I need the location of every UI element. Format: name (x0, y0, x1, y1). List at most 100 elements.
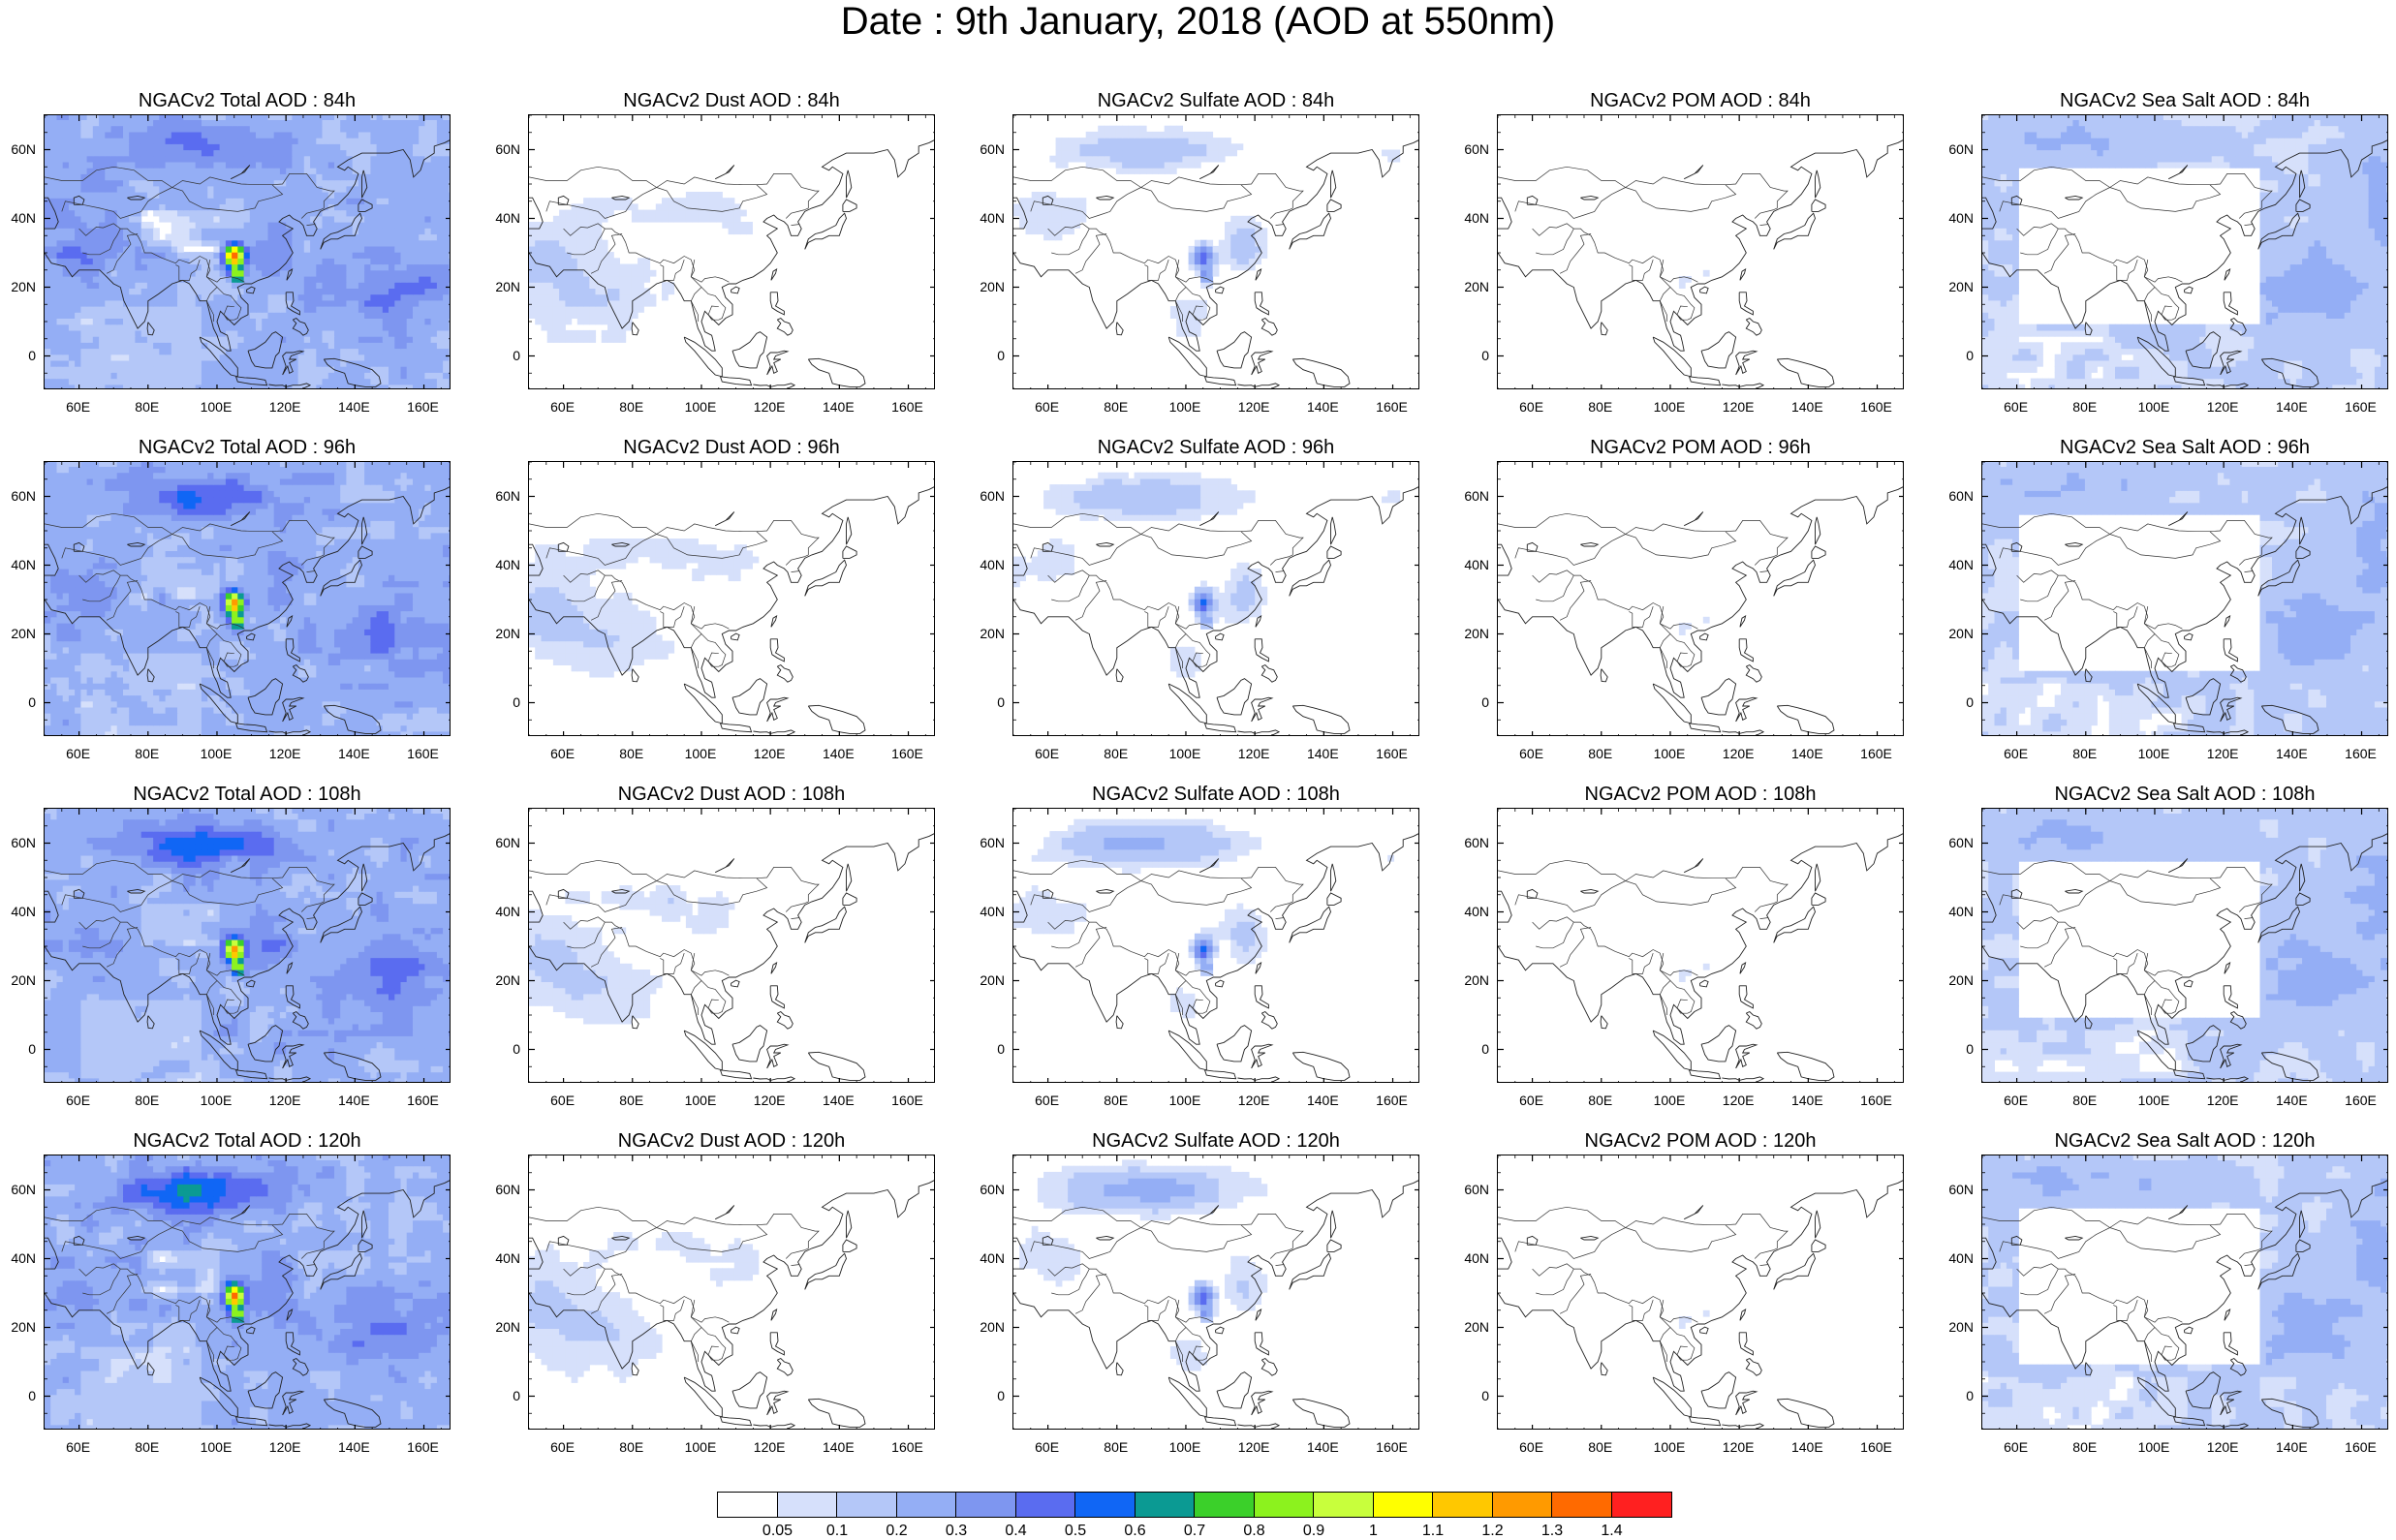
aod-cell (50, 222, 57, 229)
aod-cell (1206, 138, 1213, 144)
aod-cell (1116, 162, 1123, 169)
aod-cell (2326, 360, 2333, 367)
aod-cell (171, 294, 178, 301)
aod-cell (166, 168, 172, 174)
aod-cell (63, 150, 70, 157)
aod-cell (262, 312, 268, 319)
aod-cell (2345, 349, 2351, 355)
aod-cell (353, 132, 359, 139)
aod-cell (2326, 366, 2333, 373)
aod-cell (424, 342, 431, 349)
aod-cell (340, 138, 347, 144)
aod-cell (449, 342, 451, 349)
aod-cell (334, 385, 341, 389)
aod-cell (87, 132, 94, 139)
aod-cell (196, 349, 202, 355)
aod-cell (292, 270, 298, 277)
aod-cell (553, 264, 560, 271)
aod-cell (310, 132, 317, 139)
aod-cell (443, 246, 450, 253)
aod-cell (171, 354, 178, 361)
aod-cell (166, 330, 172, 337)
aod-cell (1213, 270, 1220, 277)
aod-cell (304, 234, 311, 241)
aod-cell (1237, 240, 1244, 247)
aod-cell (2375, 366, 2381, 373)
aod-cell (87, 366, 94, 373)
aod-cell (105, 186, 111, 193)
aod-cell (202, 312, 208, 319)
aod-cell (135, 258, 141, 264)
aod-cell (117, 132, 124, 139)
aod-cell (358, 288, 365, 294)
aod-cell (1176, 150, 1183, 157)
aod-cell (424, 203, 431, 210)
aod-cell (268, 379, 275, 385)
aod-cell (1128, 143, 1135, 150)
aod-cell (334, 360, 341, 367)
aod-cell (602, 288, 608, 294)
aod-cell (75, 372, 81, 379)
aod-cell (401, 360, 408, 367)
aod-cell (602, 264, 608, 271)
aod-cell (298, 264, 305, 271)
aod-cell (394, 192, 401, 199)
aod-cell (63, 312, 70, 319)
aod-cell (2296, 349, 2303, 355)
aod-cell (50, 168, 57, 174)
aod-cell (75, 126, 81, 133)
aod-cell (226, 143, 233, 150)
aod-cell (1230, 150, 1237, 157)
aod-cell (698, 198, 704, 204)
aod-cell (226, 360, 233, 367)
aod-cell (323, 138, 329, 144)
lon-tick-label: 60E (66, 399, 90, 415)
aod-cell (2369, 379, 2376, 385)
aod-cell (274, 294, 281, 301)
aod-cell (147, 366, 154, 373)
aod-cell (1068, 216, 1074, 223)
aod-cell (437, 119, 444, 126)
aod-cell (1098, 143, 1105, 150)
aod-cell (177, 270, 184, 277)
aod-cell (280, 138, 287, 144)
aod-cell (334, 294, 341, 301)
aod-cell (250, 173, 257, 180)
aod-cell (280, 126, 287, 133)
aod-cell (2315, 366, 2321, 373)
aod-cell (413, 372, 420, 379)
aod-cell (99, 138, 106, 144)
aod-cell (93, 385, 100, 389)
aod-cell (2332, 366, 2339, 373)
aod-cell (449, 379, 451, 385)
aod-cell (449, 192, 451, 199)
aod-cell (323, 210, 329, 217)
aod-cell (328, 282, 335, 289)
aod-cell (2362, 385, 2369, 389)
aod-cell (310, 282, 317, 289)
aod-cell (117, 330, 124, 337)
aod-cell (1086, 143, 1093, 150)
aod-cell (340, 385, 347, 389)
aod-cell (171, 360, 178, 367)
aod-cell (93, 198, 100, 204)
aod-cell (87, 324, 94, 331)
aod-cell (1098, 156, 1105, 163)
aod-cell (2128, 342, 2134, 349)
aod-cell (117, 264, 124, 271)
aod-cell (424, 379, 431, 385)
aod-cell (437, 379, 444, 385)
aod-cell (262, 354, 268, 361)
aod-cell (1068, 138, 1074, 144)
aod-cell (166, 126, 172, 133)
aod-cell (413, 366, 420, 373)
aod-cell (75, 264, 81, 271)
aod-cell (105, 336, 111, 343)
aod-cell (401, 198, 408, 204)
aod-cell (220, 234, 227, 241)
aod-cell (358, 324, 365, 331)
aod-cell (1122, 168, 1129, 174)
aod-cell (328, 173, 335, 180)
aod-cell (177, 198, 184, 204)
aod-cell (542, 252, 548, 259)
